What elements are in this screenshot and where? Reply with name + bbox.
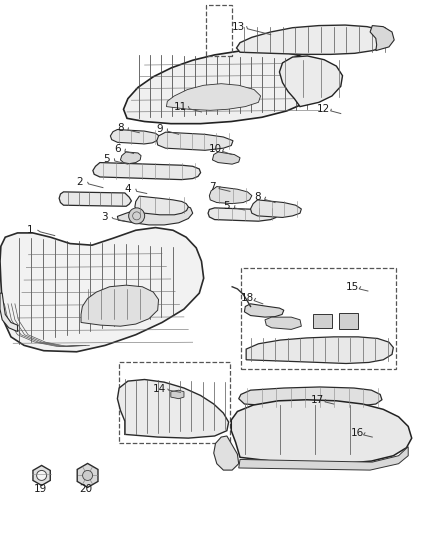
Polygon shape bbox=[117, 379, 229, 438]
Polygon shape bbox=[237, 25, 391, 54]
Polygon shape bbox=[239, 387, 382, 408]
Text: 15: 15 bbox=[346, 282, 359, 292]
Bar bbox=[339, 313, 358, 329]
Text: 17: 17 bbox=[311, 395, 324, 405]
Polygon shape bbox=[246, 337, 393, 364]
Text: 6: 6 bbox=[114, 144, 121, 154]
Text: 8: 8 bbox=[254, 192, 261, 202]
Polygon shape bbox=[214, 436, 239, 470]
Text: 10: 10 bbox=[209, 144, 222, 154]
Polygon shape bbox=[59, 192, 131, 206]
Polygon shape bbox=[251, 200, 301, 217]
Polygon shape bbox=[117, 204, 193, 225]
Text: 16: 16 bbox=[350, 428, 364, 438]
Text: 20: 20 bbox=[80, 484, 93, 494]
Text: 12: 12 bbox=[317, 104, 330, 114]
Text: 19: 19 bbox=[34, 484, 47, 494]
Polygon shape bbox=[77, 463, 98, 488]
Bar bbox=[241, 268, 396, 369]
Text: 4: 4 bbox=[124, 184, 131, 194]
Text: 5: 5 bbox=[103, 154, 110, 164]
Text: 1: 1 bbox=[26, 225, 33, 235]
Polygon shape bbox=[171, 390, 184, 399]
Polygon shape bbox=[209, 187, 252, 204]
Polygon shape bbox=[93, 163, 201, 180]
Text: 11: 11 bbox=[174, 102, 187, 111]
Bar bbox=[206, 5, 232, 56]
Circle shape bbox=[83, 471, 92, 480]
Polygon shape bbox=[208, 208, 277, 221]
Polygon shape bbox=[265, 317, 301, 329]
Polygon shape bbox=[0, 293, 18, 332]
Text: 9: 9 bbox=[156, 124, 163, 134]
Polygon shape bbox=[0, 228, 204, 352]
Polygon shape bbox=[81, 285, 159, 326]
Polygon shape bbox=[212, 152, 240, 164]
Polygon shape bbox=[33, 465, 50, 486]
Polygon shape bbox=[231, 400, 412, 464]
Text: 5: 5 bbox=[223, 201, 230, 211]
Polygon shape bbox=[124, 50, 323, 124]
Polygon shape bbox=[239, 447, 408, 470]
Text: 18: 18 bbox=[241, 294, 254, 303]
Text: 13: 13 bbox=[232, 22, 245, 31]
Bar bbox=[119, 362, 230, 443]
Polygon shape bbox=[279, 56, 343, 107]
Polygon shape bbox=[166, 84, 261, 110]
Polygon shape bbox=[370, 26, 394, 51]
Text: 8: 8 bbox=[117, 123, 124, 133]
Polygon shape bbox=[110, 130, 160, 144]
Text: 3: 3 bbox=[101, 213, 108, 222]
Text: 7: 7 bbox=[208, 182, 215, 191]
Polygon shape bbox=[244, 304, 284, 317]
Circle shape bbox=[37, 471, 46, 480]
Polygon shape bbox=[120, 152, 141, 164]
Bar bbox=[313, 314, 332, 328]
Polygon shape bbox=[157, 132, 233, 150]
Text: 14: 14 bbox=[153, 384, 166, 394]
Text: 2: 2 bbox=[76, 177, 83, 187]
Circle shape bbox=[129, 208, 145, 224]
Polygon shape bbox=[135, 196, 188, 215]
